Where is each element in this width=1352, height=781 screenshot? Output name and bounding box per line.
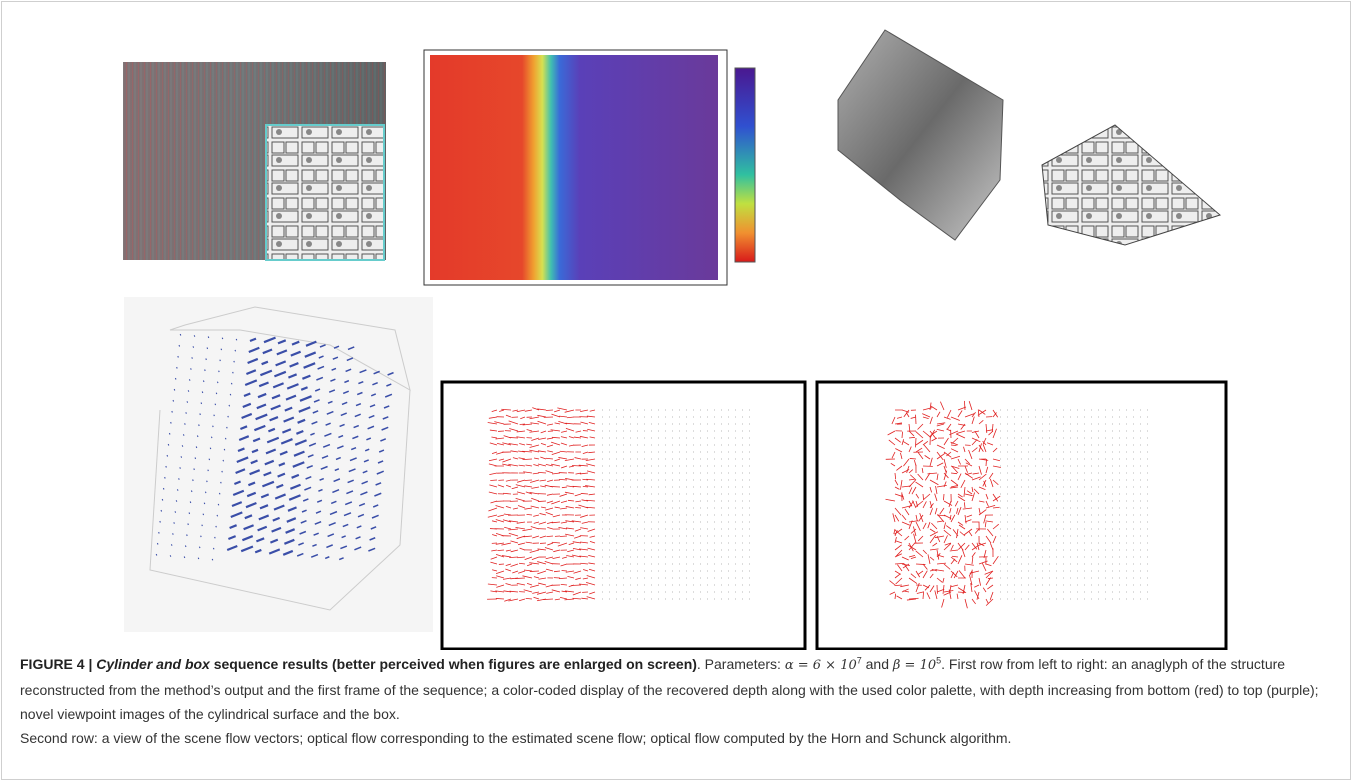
flow-vector [550,486,560,487]
and-word: and [866,656,889,672]
flow-vector [562,570,567,571]
box-surface [1042,125,1220,245]
horn-schunck-panel [817,382,1226,649]
figure-caption: FIGURE 4 | Cylinder and box sequence res… [20,652,1336,750]
color-palette [735,68,755,262]
page: FIGURE 4 | Cylinder and box sequence res… [0,0,1352,781]
anaglyph-box [266,125,384,260]
flow-vector [546,410,553,411]
flow-vector [538,501,546,502]
scene-flow-view [124,297,433,632]
figure-title-italic: Cylinder and box [96,656,210,672]
figure-panels [0,0,1352,650]
flow-vector [581,493,588,494]
alpha-expr: α = 6 × 10 [785,658,857,673]
flow-vector [490,480,497,481]
figure-label: FIGURE 4 | [20,656,92,672]
depth-map [430,55,718,280]
beta-expr: β = 10 [893,658,936,673]
second-row-text: Second row: a view of the scene flow vec… [20,730,1011,746]
flow-vector [509,437,518,438]
flow-vector [964,401,965,410]
flow-vector [902,432,903,438]
flow-vector [915,438,916,447]
flow-vector [986,459,987,466]
params-intro: . Parameters: [697,656,781,672]
cylinder-surface [838,30,1003,240]
flow-vector [515,578,525,579]
alpha-exp: 7 [857,655,862,665]
flow-vector [496,598,504,599]
flow-vector [575,507,581,508]
flow-vector [943,494,944,500]
flow-vector [560,536,567,537]
flow-vector [520,424,525,425]
flow-vector [571,585,581,586]
flow-vector [916,564,925,565]
figure-title: sequence results (better perceived when … [214,656,697,672]
